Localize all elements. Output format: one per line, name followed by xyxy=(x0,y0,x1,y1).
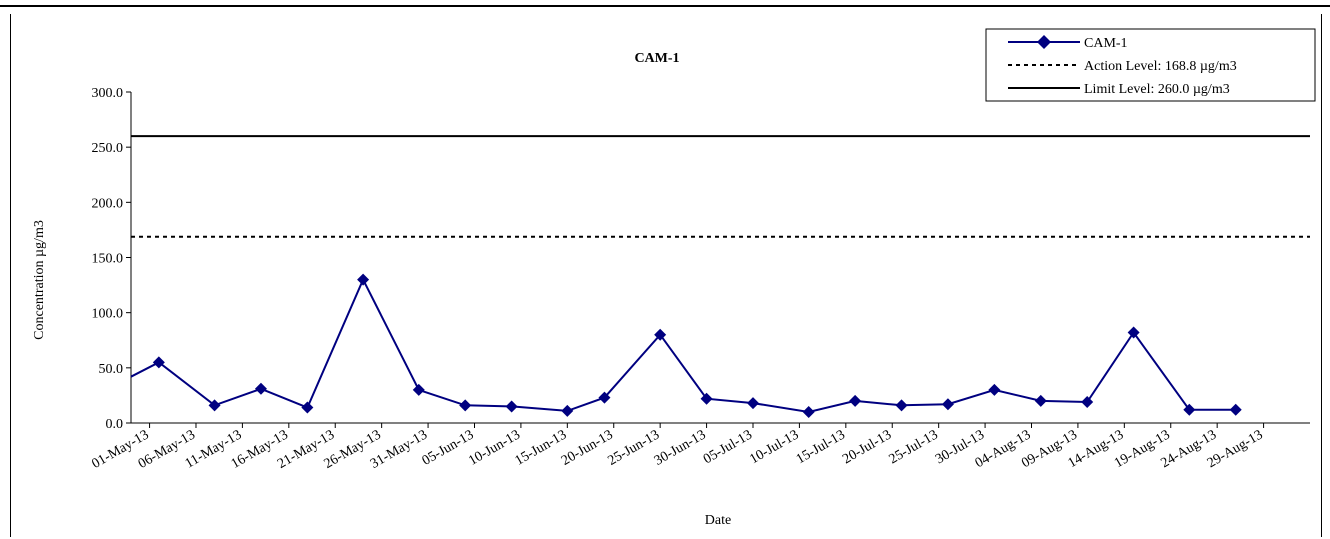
cam1-data-point xyxy=(505,400,518,413)
y-tick-label: 300.0 xyxy=(92,86,124,101)
x-tick-label: 15-Jul-13 xyxy=(794,427,848,467)
x-tick-label: 30-Jun-13 xyxy=(652,427,709,468)
cam1-data-point xyxy=(849,394,862,407)
x-tick-label: 05-Jun-13 xyxy=(420,427,477,468)
cam1-data-point xyxy=(1034,394,1047,407)
cam1-data-point xyxy=(988,383,1001,396)
x-tick-label: 05-Jul-13 xyxy=(701,427,755,467)
cam1-data-point xyxy=(357,273,370,286)
x-tick-label: 20-Jun-13 xyxy=(559,427,616,468)
cam1-series-line xyxy=(130,277,1236,414)
legend: CAM-1 Action Level: 168.8 µg/m3 Limit Le… xyxy=(985,28,1316,102)
y-tick-label: 50.0 xyxy=(99,362,124,377)
y-tick-label: 150.0 xyxy=(92,252,124,267)
cam1-data-point xyxy=(654,328,667,341)
x-tick-label: 20-Jul-13 xyxy=(840,427,894,467)
cam1-data-point xyxy=(152,356,165,369)
legend-cam1-label: CAM-1 xyxy=(1084,36,1128,51)
x-tick-label: 25-Jul-13 xyxy=(887,427,941,467)
chart-title: CAM-1 xyxy=(634,51,679,66)
cam1-data-point xyxy=(1127,326,1140,339)
cam1-data-point xyxy=(1229,403,1242,416)
cam1-data-point xyxy=(254,382,267,395)
chart-frame xyxy=(10,14,1322,537)
cam1-data-point xyxy=(301,401,314,414)
cam1-data-point xyxy=(895,399,908,412)
x-tick-label: 15-Jun-13 xyxy=(513,427,570,468)
cam1-data-point xyxy=(941,398,954,411)
cam1-data-point xyxy=(746,397,759,410)
legend-action-label: Action Level: 168.8 µg/m3 xyxy=(1084,59,1237,74)
x-axis-label: Date xyxy=(705,513,731,528)
cam1-data-point xyxy=(802,405,815,418)
y-tick-label: 200.0 xyxy=(92,196,124,211)
cam1-data-point xyxy=(700,392,713,405)
y-tick-label: 100.0 xyxy=(92,307,124,322)
y-axis-label: Concentration µg/m3 xyxy=(32,220,47,340)
cam1-data-point xyxy=(598,391,611,404)
cam1-data-point xyxy=(1183,403,1196,416)
legend-limit-label: Limit Level: 260.0 µg/m3 xyxy=(1084,82,1230,97)
cam1-data-point xyxy=(561,404,574,417)
axes-layer: 0.050.0100.0150.0200.0250.0300.001-May-1… xyxy=(90,86,1310,472)
cam1-data-point xyxy=(459,399,472,412)
legend-cam1-marker xyxy=(1037,35,1051,49)
cam1-data-point xyxy=(412,383,425,396)
x-tick-label: 10-Jul-13 xyxy=(747,427,801,467)
cam1-data-point xyxy=(208,399,221,412)
y-tick-label: 0.0 xyxy=(106,417,124,432)
x-tick-label: 10-Jun-13 xyxy=(466,427,523,468)
y-tick-label: 250.0 xyxy=(92,141,124,156)
page-top-border xyxy=(0,5,1330,7)
x-tick-label: 25-Jun-13 xyxy=(605,427,662,468)
cam1-data-point xyxy=(1081,396,1094,409)
series-layer xyxy=(130,135,1310,418)
